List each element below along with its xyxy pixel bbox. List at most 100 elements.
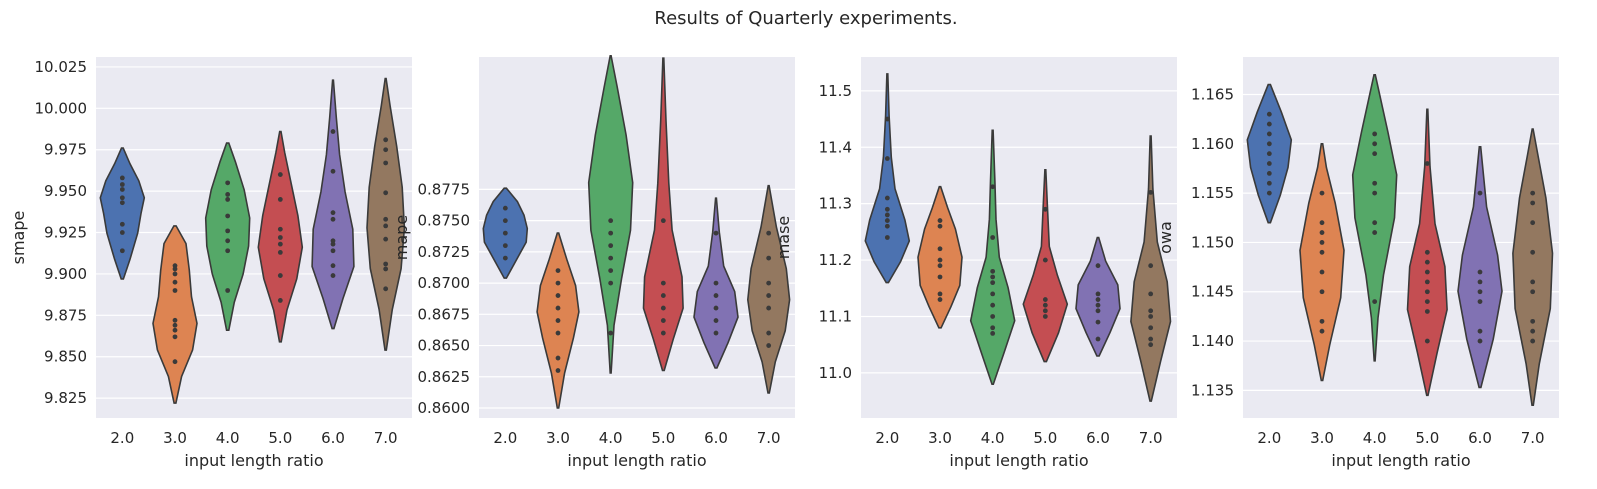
data-point <box>172 359 178 365</box>
data-point <box>383 216 389 222</box>
data-point <box>277 298 283 303</box>
data-point <box>1148 342 1154 348</box>
data-point <box>119 230 125 235</box>
data-point <box>1477 269 1483 275</box>
data-point <box>277 197 283 202</box>
x-tick-label: 5.0 <box>1033 429 1057 447</box>
data-point <box>937 218 943 223</box>
data-point <box>990 325 996 331</box>
data-point <box>1266 141 1272 147</box>
data-point <box>660 330 666 336</box>
violin-7.0 <box>746 184 791 394</box>
y-tick-label: 0.8600 <box>418 399 471 417</box>
data-point <box>1424 259 1430 265</box>
figure-title: Results of Quarterly experiments. <box>654 8 957 29</box>
x-axis-label: input length ratio <box>567 451 706 470</box>
panel-mape: 0.8600 0.8625 0.8650 0.8675 0.8700 0.8725 0.87… <box>392 55 795 470</box>
data-point <box>766 280 772 286</box>
data-point <box>1530 328 1536 334</box>
y-tick-label: 0.8675 <box>418 305 471 323</box>
x-tick-label: 3.0 <box>163 429 187 447</box>
data-point <box>1424 249 1430 255</box>
violin-4.0 <box>204 142 251 331</box>
y-tick-label: 0.8625 <box>418 368 471 386</box>
data-point <box>1424 299 1430 305</box>
data-point <box>1530 200 1536 206</box>
data-point <box>1424 161 1430 166</box>
violin-6.0 <box>1457 146 1503 389</box>
data-point <box>1095 291 1101 297</box>
data-point <box>1424 338 1430 344</box>
x-axis-label: input length ratio <box>184 451 323 470</box>
data-point <box>225 288 231 293</box>
violin-3.0 <box>917 185 963 329</box>
violin-7.0 <box>1512 128 1554 406</box>
x-tick-label: 6.0 <box>321 429 345 447</box>
data-point <box>660 318 666 323</box>
data-point <box>555 280 561 286</box>
data-point <box>330 241 336 247</box>
data-point <box>225 180 231 186</box>
x-tick-label: 3.0 <box>928 429 952 447</box>
data-point <box>1530 318 1536 324</box>
y-tick-label: 9.925 <box>44 224 87 242</box>
panel-smape: 9.825 9.850 9.875 9.900 9.925 9.950 9.975 10.00… <box>9 57 412 470</box>
data-point <box>1266 161 1272 166</box>
data-point <box>1148 291 1154 297</box>
data-point <box>119 200 125 206</box>
data-point <box>330 263 336 269</box>
violin-5.0 <box>1022 169 1069 363</box>
data-point <box>937 257 943 263</box>
data-point <box>225 228 231 234</box>
data-point <box>1372 141 1378 147</box>
data-point <box>1424 269 1430 275</box>
violin-6.0 <box>1075 236 1121 357</box>
x-tick-label: 5.0 <box>268 429 292 447</box>
data-point <box>713 230 719 236</box>
data-point <box>990 280 996 286</box>
x-tick-label: 7.0 <box>1139 429 1163 447</box>
y-tick-label: 1.145 <box>1191 283 1234 301</box>
y-tick-label: 0.8700 <box>418 274 471 292</box>
x-tick-label: 6.0 <box>1086 429 1110 447</box>
data-point <box>1372 299 1378 305</box>
x-tick-label: 4.0 <box>981 429 1005 447</box>
data-point <box>884 218 890 223</box>
data-point <box>608 255 614 261</box>
y-tick-label: 10.025 <box>35 58 88 76</box>
data-point <box>1319 269 1325 275</box>
data-point <box>277 241 283 247</box>
plot-area <box>861 57 1177 418</box>
y-tick-label: 11.3 <box>819 195 852 213</box>
y-axis-label: mase <box>774 216 793 260</box>
data-point <box>330 216 336 222</box>
data-point <box>172 288 178 293</box>
y-tick-label: 9.900 <box>44 265 87 283</box>
violin-6.0 <box>311 79 355 330</box>
data-point <box>172 334 178 340</box>
data-point <box>1372 131 1378 137</box>
data-point <box>937 297 943 302</box>
violin-5.0 <box>642 57 684 372</box>
data-point <box>502 205 508 211</box>
data-point <box>1424 279 1430 285</box>
data-point <box>1266 180 1272 186</box>
panels-group: 9.825 9.850 9.875 9.900 9.925 9.950 9.975 10.00… <box>9 55 1559 470</box>
data-point <box>1042 297 1048 302</box>
data-point <box>1095 319 1101 325</box>
data-point <box>1477 338 1483 344</box>
data-point <box>330 129 336 134</box>
data-point <box>766 330 772 336</box>
data-point <box>1095 297 1101 302</box>
data-point <box>766 305 772 311</box>
data-point <box>1372 190 1378 196</box>
data-point <box>330 248 336 254</box>
x-tick-label: 7.0 <box>757 429 781 447</box>
y-tick-label: 10.000 <box>35 99 88 117</box>
data-point <box>713 305 719 311</box>
data-point <box>1148 308 1154 314</box>
x-tick-label: 3.0 <box>1310 429 1334 447</box>
data-point <box>555 305 561 311</box>
data-point <box>766 343 772 348</box>
y-tick-label: 0.8750 <box>418 212 471 230</box>
